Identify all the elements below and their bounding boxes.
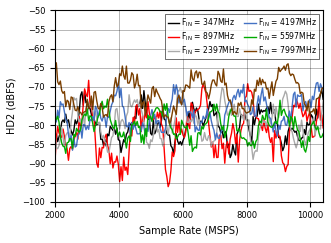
X-axis label: Sample Rate (MSPS): Sample Rate (MSPS) <box>139 226 239 236</box>
F_IN = 897MHz <box>126 173 130 176</box>
F_IN = 4197MHz <box>316 81 320 84</box>
F_IN = 2397MHz <box>321 100 325 103</box>
F_IN = 7997MHz <box>310 110 314 113</box>
F_IN = 347MHz <box>69 130 73 132</box>
Line: F_IN = 5597MHz: F_IN = 5597MHz <box>55 99 323 153</box>
F_IN = 347MHz <box>309 113 313 116</box>
F_IN = 7997MHz <box>321 86 325 89</box>
F_IN = 2397MHz <box>124 114 128 117</box>
F_IN = 897MHz <box>69 145 73 148</box>
F_IN = 7997MHz <box>167 122 171 125</box>
F_IN = 347MHz <box>321 98 325 101</box>
F_IN = 347MHz <box>228 156 232 159</box>
F_IN = 2397MHz <box>310 120 314 123</box>
F_IN = 2397MHz <box>301 129 305 131</box>
F_IN = 7997MHz <box>65 99 69 102</box>
F_IN = 5597MHz <box>127 134 131 137</box>
F_IN = 897MHz <box>64 143 68 146</box>
F_IN = 4197MHz <box>69 134 73 137</box>
F_IN = 4197MHz <box>321 88 325 91</box>
F_IN = 4197MHz <box>309 106 313 109</box>
Line: F_IN = 4197MHz: F_IN = 4197MHz <box>55 83 323 150</box>
F_IN = 2397MHz <box>53 130 57 133</box>
F_IN = 4197MHz <box>300 93 304 96</box>
F_IN = 2397MHz <box>251 158 255 161</box>
Line: F_IN = 7997MHz: F_IN = 7997MHz <box>55 63 323 124</box>
Line: F_IN = 897MHz: F_IN = 897MHz <box>55 80 323 187</box>
F_IN = 897MHz <box>53 160 57 163</box>
F_IN = 4197MHz <box>71 149 74 152</box>
F_IN = 2397MHz <box>103 140 107 143</box>
F_IN = 5597MHz <box>53 117 57 120</box>
F_IN = 897MHz <box>321 126 325 129</box>
F_IN = 897MHz <box>166 185 170 188</box>
F_IN = 7997MHz <box>301 92 305 95</box>
F_IN = 5597MHz <box>65 141 69 144</box>
F_IN = 7997MHz <box>53 65 57 68</box>
F_IN = 347MHz <box>64 113 68 116</box>
F_IN = 347MHz <box>53 142 57 145</box>
Line: F_IN = 2397MHz: F_IN = 2397MHz <box>55 87 323 159</box>
Line: F_IN = 347MHz: F_IN = 347MHz <box>55 90 323 157</box>
F_IN = 897MHz <box>301 115 305 118</box>
F_IN = 5597MHz <box>71 147 74 150</box>
F_IN = 897MHz <box>104 133 108 136</box>
F_IN = 5597MHz <box>106 98 110 101</box>
F_IN = 5597MHz <box>310 122 314 125</box>
F_IN = 347MHz <box>124 133 128 136</box>
F_IN = 7997MHz <box>126 81 130 84</box>
F_IN = 7997MHz <box>54 61 58 64</box>
F_IN = 5597MHz <box>64 152 68 155</box>
F_IN = 347MHz <box>103 138 107 141</box>
F_IN = 4197MHz <box>53 116 57 119</box>
F_IN = 5597MHz <box>301 139 305 142</box>
F_IN = 7997MHz <box>104 113 108 116</box>
F_IN = 5597MHz <box>104 106 108 109</box>
F_IN = 2397MHz <box>69 120 73 123</box>
F_IN = 347MHz <box>320 88 324 91</box>
F_IN = 4197MHz <box>126 126 130 129</box>
F_IN = 347MHz <box>300 137 304 139</box>
Legend: $\mathregular{F_{IN}}$ = 347MHz, $\mathregular{F_{IN}}$ = 897MHz, $\mathregular{: $\mathregular{F_{IN}}$ = 347MHz, $\mathr… <box>166 14 319 59</box>
Y-axis label: HD2 (dBFS): HD2 (dBFS) <box>7 78 17 134</box>
F_IN = 2397MHz <box>178 86 182 89</box>
F_IN = 897MHz <box>310 136 314 139</box>
F_IN = 4197MHz <box>64 118 68 121</box>
F_IN = 897MHz <box>87 79 91 82</box>
F_IN = 7997MHz <box>71 96 74 99</box>
F_IN = 4197MHz <box>104 126 108 129</box>
F_IN = 2397MHz <box>64 134 68 137</box>
F_IN = 5597MHz <box>321 132 325 135</box>
